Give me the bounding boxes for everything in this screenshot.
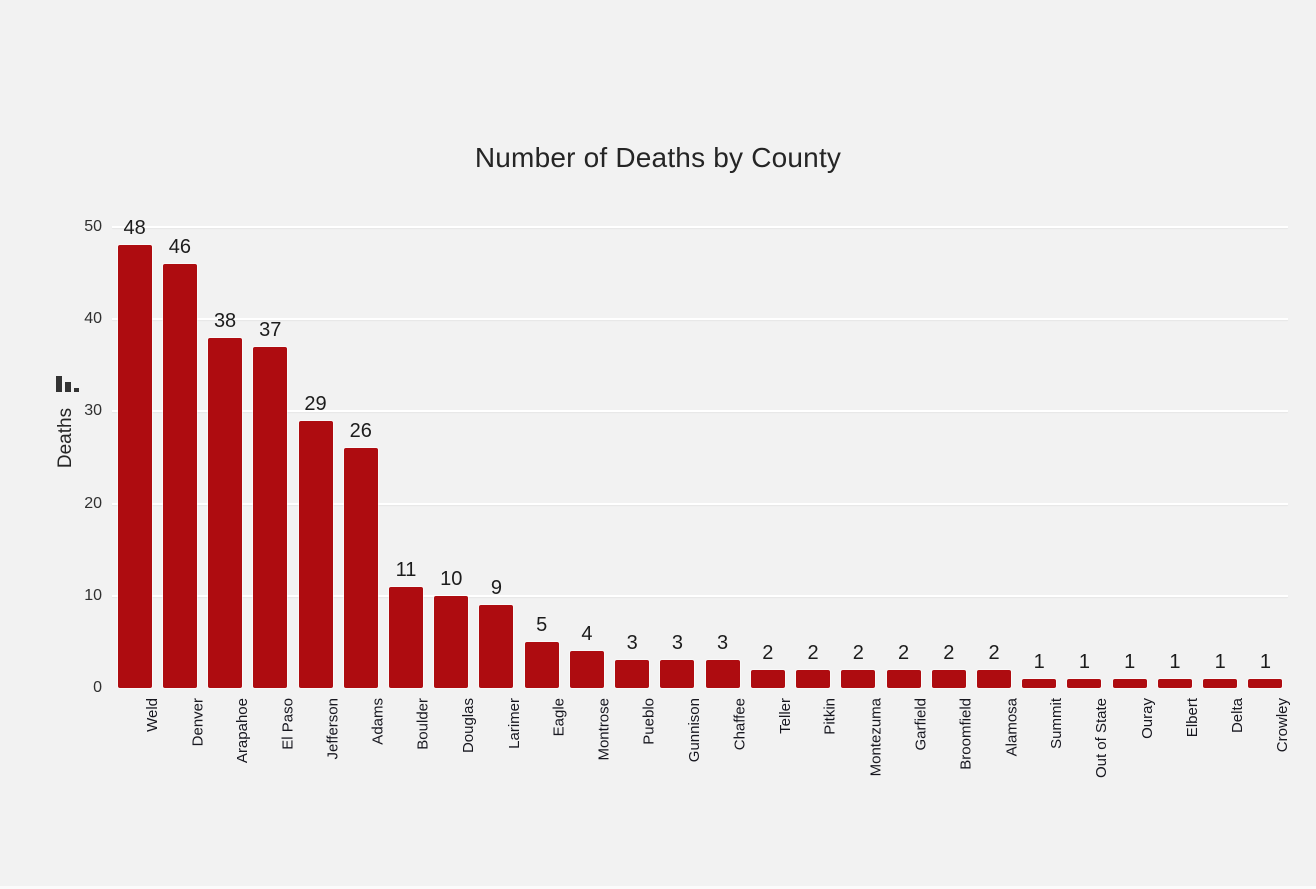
gridline-40	[112, 318, 1288, 321]
x-tick-label-crowley: Crowley	[1274, 698, 1292, 753]
x-tick-label-eagle: Eagle	[550, 698, 568, 737]
bar-alamosa[interactable]	[977, 669, 1011, 688]
x-tick-label-el-paso: El Paso	[279, 698, 297, 750]
bar-pueblo[interactable]	[615, 660, 650, 688]
x-tick-label-boulder: Boulder	[415, 698, 432, 750]
x-tick-label-pueblo: Pueblo	[641, 698, 659, 745]
bar-crowley[interactable]	[1248, 678, 1283, 688]
bar-weld[interactable]	[117, 245, 152, 688]
bar-summit[interactable]	[1022, 678, 1057, 688]
y-tick-label-10: 10	[84, 586, 102, 604]
value-label-elbert: 1	[1169, 650, 1181, 673]
bar-boulder[interactable]	[389, 586, 423, 688]
bar-arapahoe[interactable]	[208, 337, 243, 688]
value-label-pitkin: 2	[807, 641, 819, 664]
value-label-delta: 1	[1214, 650, 1226, 673]
gridline-30	[112, 410, 1288, 413]
x-tick-label-montrose: Montrose	[595, 698, 613, 761]
x-tick-label-delta: Delta	[1229, 698, 1247, 734]
gridline-20	[112, 502, 1288, 505]
x-tick-label-montezuma: Montezuma	[867, 698, 885, 777]
bar-gunnison[interactable]	[660, 660, 695, 688]
value-label-larimer: 9	[490, 577, 503, 600]
value-label-arapahoe: 38	[213, 309, 237, 332]
bar-ouray[interactable]	[1112, 678, 1147, 688]
value-label-eagle: 5	[536, 613, 548, 636]
x-tick-label-douglas: Douglas	[460, 698, 478, 754]
value-label-douglas: 10	[440, 567, 463, 590]
value-label-chaffee: 3	[717, 632, 729, 655]
x-tick-label-denver: Denver	[188, 698, 206, 747]
bottom-divider	[0, 886, 1316, 889]
value-label-crowley: 1	[1259, 650, 1271, 673]
bar-douglas[interactable]	[434, 595, 469, 688]
value-label-jefferson: 29	[304, 392, 327, 415]
x-tick-label-out-of-state: Out of State	[1093, 698, 1111, 779]
x-tick-label-larimer: Larimer	[505, 698, 523, 749]
value-label-garfield: 2	[897, 641, 910, 664]
bar-el-paso[interactable]	[253, 346, 288, 688]
x-tick-label-ouray: Ouray	[1138, 698, 1156, 739]
value-label-alamosa: 2	[988, 641, 1000, 664]
x-tick-label-weld: Weld	[143, 698, 161, 732]
chart-title: Number of Deaths by County	[474, 142, 842, 173]
x-tick-label-adams: Adams	[369, 698, 387, 745]
x-tick-label-jefferson: Jefferson	[324, 698, 342, 760]
bar-montezuma[interactable]	[841, 669, 876, 688]
value-label-el-paso: 37	[259, 318, 282, 341]
x-tick-label-arapahoe: Arapahoe	[234, 698, 252, 764]
x-tick-label-elbert: Elbert	[1183, 698, 1201, 738]
bar-chaffee[interactable]	[705, 660, 740, 688]
x-tick-label-summit: Summit	[1048, 698, 1066, 749]
gridline-10	[112, 594, 1288, 597]
x-tick-label-alamosa: Alamosa	[1003, 698, 1020, 757]
bar-teller[interactable]	[750, 669, 785, 688]
x-tick-label-pitkin: Pitkin	[822, 698, 840, 735]
value-label-pueblo: 3	[626, 632, 638, 655]
bar-pitkin[interactable]	[796, 669, 831, 688]
bar-broomfield[interactable]	[931, 669, 966, 688]
value-label-adams: 26	[349, 420, 372, 443]
value-label-montrose: 4	[581, 623, 593, 646]
bar-elbert[interactable]	[1157, 678, 1192, 688]
bar-denver[interactable]	[162, 263, 197, 688]
bar-adams[interactable]	[343, 448, 378, 688]
bar-eagle[interactable]	[524, 641, 559, 688]
x-tick-label-broomfield: Broomfield	[957, 698, 975, 770]
value-label-teller: 2	[762, 641, 774, 664]
value-label-out-of-state: 1	[1078, 650, 1091, 673]
value-label-summit: 1	[1033, 650, 1045, 673]
y-tick-label-0: 0	[93, 679, 102, 696]
bar-garfield[interactable]	[886, 669, 921, 688]
value-label-boulder: 11	[395, 558, 417, 581]
bar-jefferson[interactable]	[298, 420, 333, 688]
bar-montrose[interactable]	[569, 651, 604, 688]
y-tick-label-50: 50	[84, 218, 102, 235]
x-tick-label-teller: Teller	[776, 698, 794, 734]
y-tick-label-40: 40	[84, 310, 102, 328]
value-label-weld: 48	[123, 217, 146, 240]
bar-chart-icon	[56, 376, 79, 392]
x-tick-label-garfield: Garfield	[912, 698, 930, 751]
x-tick-label-chaffee: Chaffee	[731, 698, 749, 751]
y-tick-label-30: 30	[84, 402, 102, 420]
bar-out-of-state[interactable]	[1067, 678, 1102, 688]
x-tick-label-gunnison: Gunnison	[686, 698, 704, 763]
value-label-denver: 46	[168, 235, 191, 258]
gridline-50	[112, 226, 1288, 228]
value-label-gunnison: 3	[671, 632, 683, 655]
value-label-ouray: 1	[1124, 650, 1136, 673]
y-tick-label-20: 20	[84, 494, 102, 512]
bar-delta[interactable]	[1203, 678, 1238, 688]
value-label-broomfield: 2	[943, 641, 955, 664]
value-label-montezuma: 2	[852, 641, 864, 664]
bar-larimer[interactable]	[479, 605, 514, 688]
